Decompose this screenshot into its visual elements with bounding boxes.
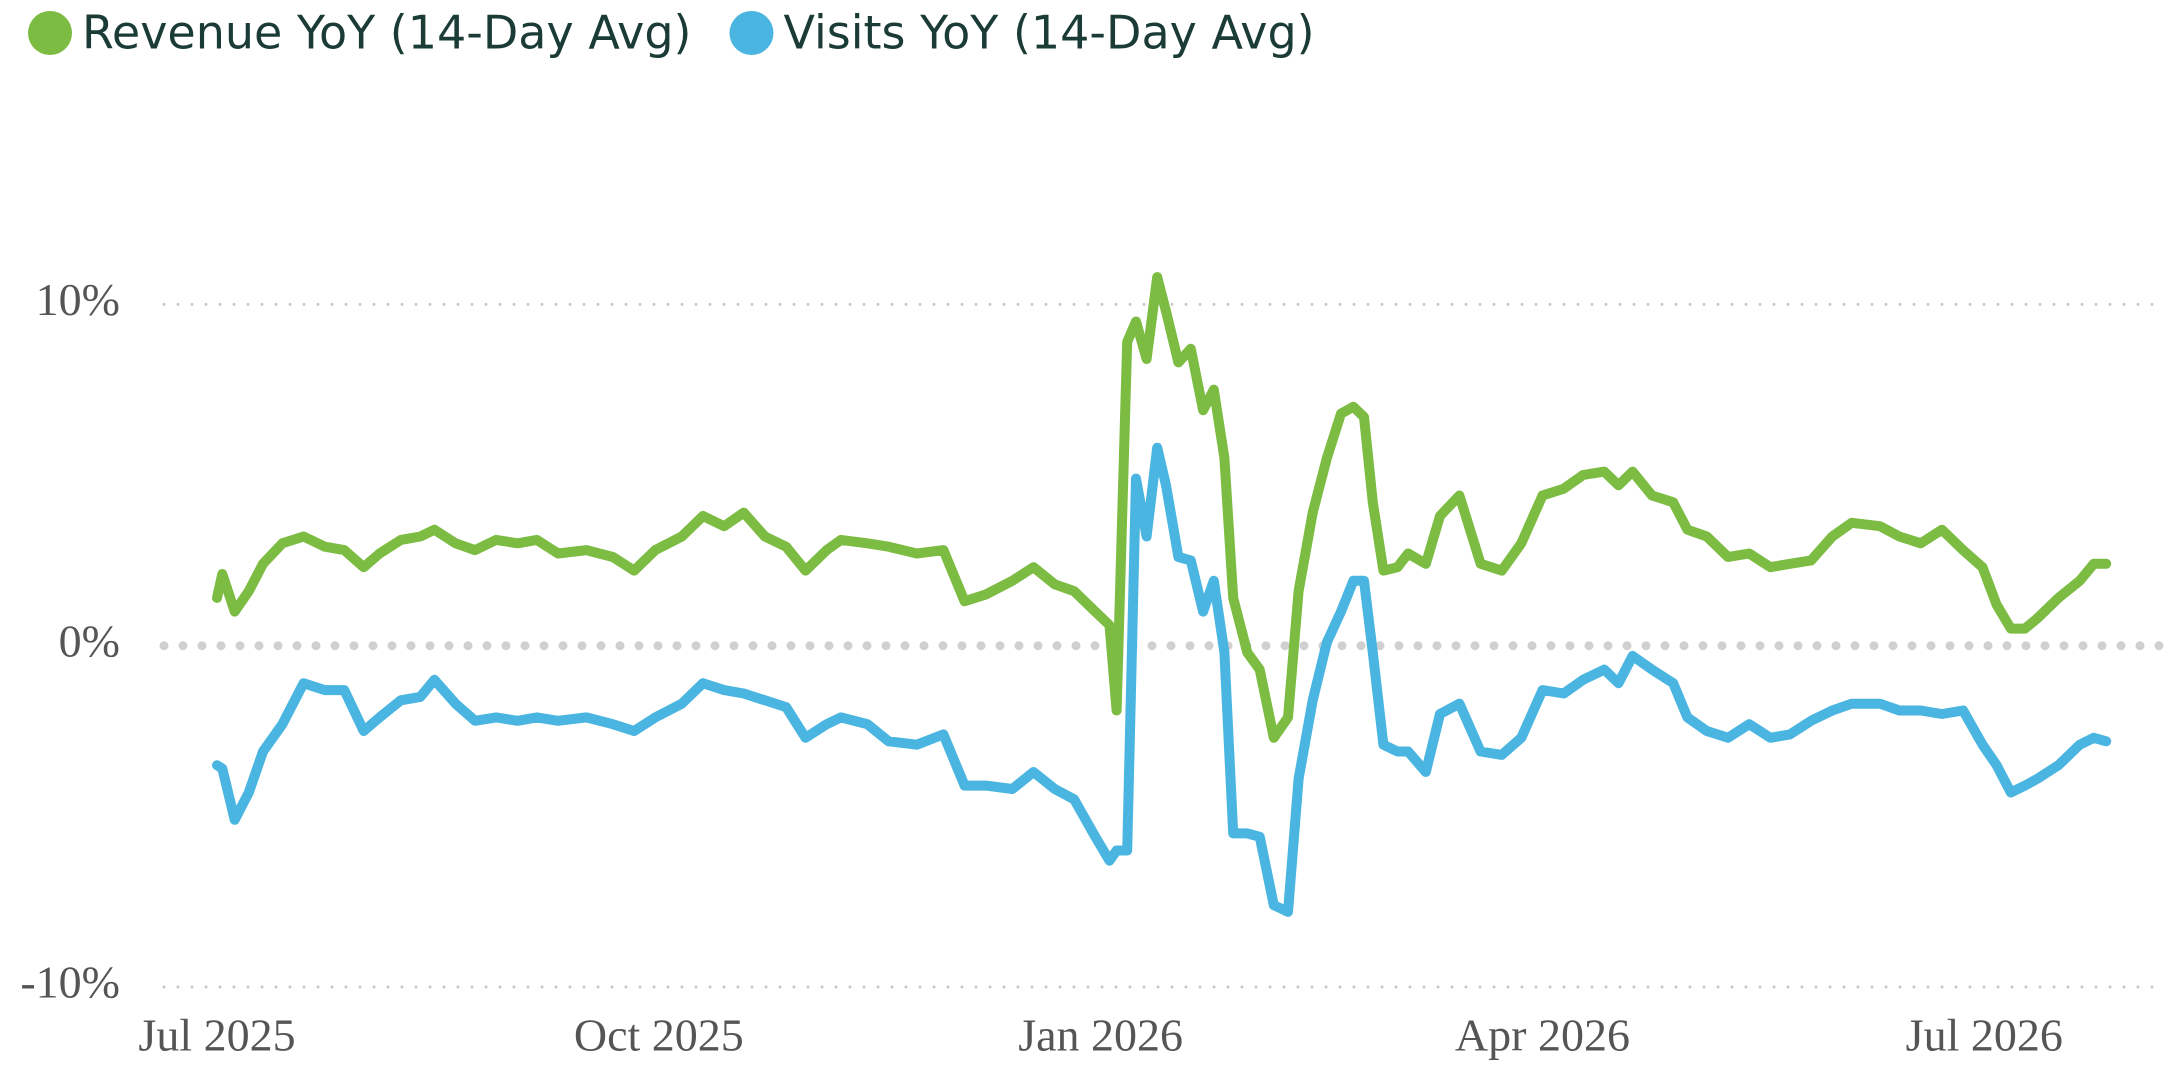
- x-tick-label: Oct 2025: [574, 1010, 744, 1061]
- series-line: [212, 272, 2112, 743]
- x-tick-label: Jul 2025: [138, 1010, 295, 1061]
- y-tick-label: -10%: [20, 957, 120, 1008]
- x-tick-label: Jan 2026: [1018, 1010, 1183, 1061]
- x-tick-label: Apr 2026: [1455, 1010, 1630, 1061]
- legend-label: Revenue YoY (14-Day Avg): [82, 6, 691, 60]
- x-tick-label: Jul 2026: [1906, 1010, 2063, 1061]
- y-tick-label: 0%: [59, 615, 120, 666]
- legend-marker: [28, 11, 72, 55]
- legend-label: Visits YoY (14-Day Avg): [783, 6, 1314, 60]
- y-tick-label: 10%: [36, 274, 120, 325]
- legend-marker: [729, 11, 774, 55]
- series-line: [212, 442, 2112, 917]
